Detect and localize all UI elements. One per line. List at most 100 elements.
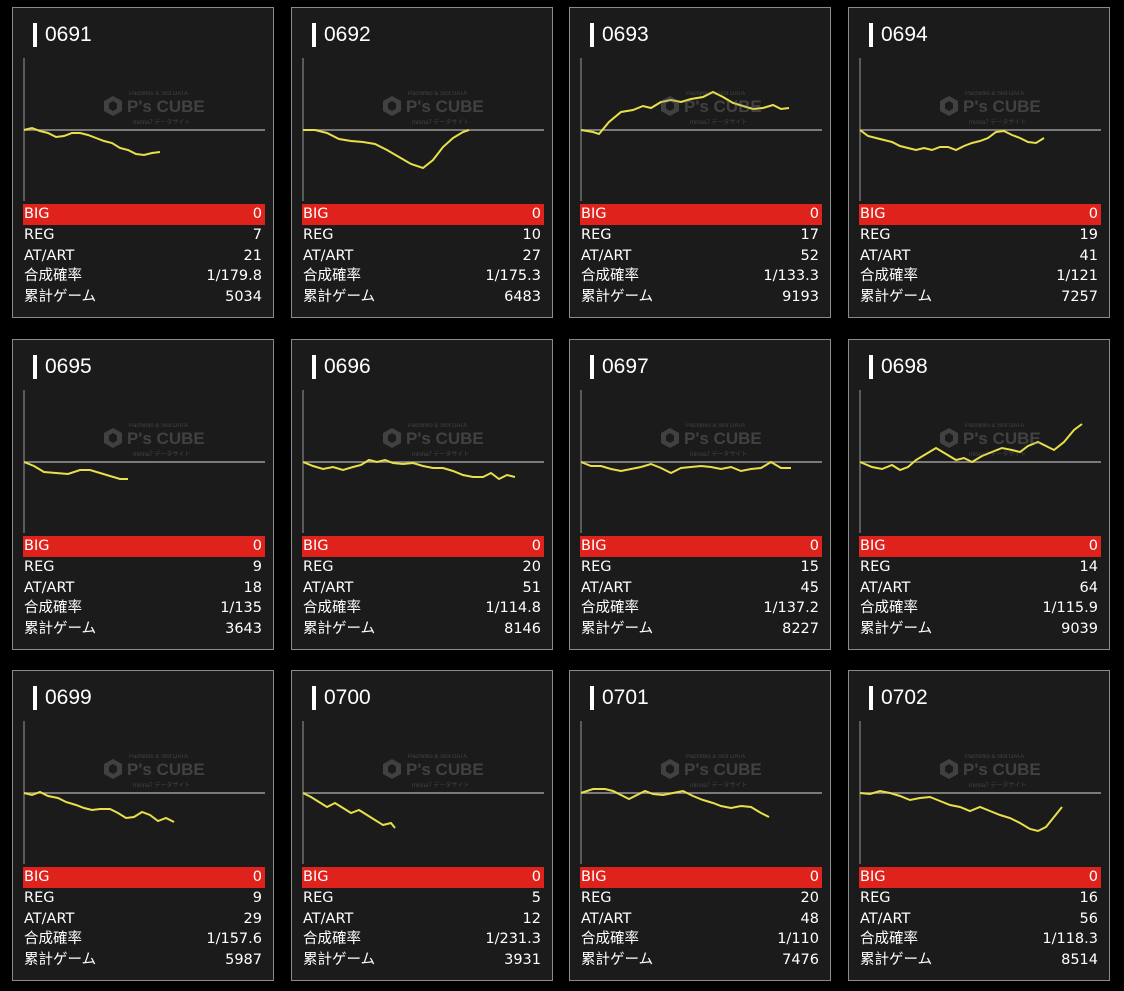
at-label: AT/ART: [303, 910, 354, 927]
games-count: 3643: [225, 621, 262, 638]
rate-value: 1/231.3: [485, 931, 541, 948]
reg-row: REG 9: [23, 888, 265, 909]
cube-logo-icon: [383, 428, 401, 448]
trend-graph: Pachinko & Slot DATA P's CUBE minna7 データ…: [23, 385, 265, 535]
reg-label: REG: [303, 226, 334, 243]
at-label: AT/ART: [24, 247, 75, 264]
machine-card-0702[interactable]: 0702 Pachinko & Slot DATA P's CUBE minna…: [848, 670, 1110, 981]
watermark-top-text: Pachinko & Slot DATA: [408, 754, 468, 760]
watermark-sub-text: minna7 データサイト: [690, 452, 748, 458]
games-row: 累計ゲーム 3931: [302, 950, 544, 971]
stats-table: BIG 0 REG 7 AT/ART 21 合成確率 1/179.8 累計ゲーム…: [23, 204, 265, 308]
reg-row: REG 16: [859, 888, 1101, 909]
machine-card-0694[interactable]: 0694 Pachinko & Slot DATA P's CUBE minna…: [848, 7, 1110, 318]
reg-row: REG 9: [23, 557, 265, 578]
machine-card-0701[interactable]: 0701 Pachinko & Slot DATA P's CUBE minna…: [569, 670, 831, 981]
reg-count: 5: [531, 889, 541, 906]
machine-card-0697[interactable]: 0697 Pachinko & Slot DATA P's CUBE minna…: [569, 339, 831, 650]
rate-row: 合成確率 1/110: [580, 929, 822, 950]
trend-line: [859, 789, 1063, 833]
rate-label: 合成確率: [303, 600, 361, 617]
big-label: BIG: [860, 538, 886, 554]
machine-card-0692[interactable]: 0692 Pachinko & Slot DATA P's CUBE minna…: [291, 7, 553, 318]
at-count: 45: [800, 579, 819, 596]
trend-plot: [580, 58, 822, 201]
big-count: 0: [531, 538, 541, 554]
machine-card-0696[interactable]: 0696 Pachinko & Slot DATA P's CUBE minna…: [291, 339, 553, 650]
machine-card-0693[interactable]: 0693 Pachinko & Slot DATA P's CUBE minna…: [569, 7, 831, 318]
at-label: AT/ART: [581, 910, 632, 927]
title-accent-bar: [590, 686, 594, 710]
machine-card-0700[interactable]: 0700 Pachinko & Slot DATA P's CUBE minna…: [291, 670, 553, 981]
cube-logo-icon: [940, 428, 958, 448]
big-label: BIG: [24, 538, 50, 554]
big-label: BIG: [581, 538, 607, 554]
title-accent-bar: [33, 355, 37, 379]
rate-value: 1/135: [220, 600, 262, 617]
rate-label: 合成確率: [581, 268, 639, 285]
games-row: 累計ゲーム 3643: [23, 619, 265, 640]
trend-line: [302, 458, 516, 481]
title-accent-bar: [590, 23, 594, 47]
games-row: 累計ゲーム 6483: [302, 287, 544, 308]
machine-card-0695[interactable]: 0695 Pachinko & Slot DATA P's CUBE minna…: [12, 339, 274, 650]
watermark-sub-text: minna7 データサイト: [412, 783, 470, 789]
machine-number: 0701: [602, 686, 649, 709]
card-title: 0698: [869, 354, 928, 380]
machine-card-0691[interactable]: 0691 Pachinko & Slot DATA P's CUBE minna…: [12, 7, 274, 318]
trend-plot: [859, 390, 1101, 533]
games-label: 累計ゲーム: [860, 952, 933, 969]
rate-value: 1/157.6: [206, 931, 262, 948]
pscube-watermark: Pachinko & Slot DATA P's CUBE minna7 データ…: [939, 754, 1049, 798]
machine-card-0699[interactable]: 0699 Pachinko & Slot DATA P's CUBE minna…: [12, 670, 274, 981]
trend-plot: [23, 721, 265, 864]
at-count: 48: [800, 910, 819, 927]
watermark-sub-text: minna7 データサイト: [133, 452, 191, 458]
pscube-watermark: Pachinko & Slot DATA P's CUBE minna7 データ…: [660, 754, 770, 798]
rate-value: 1/118.3: [1042, 931, 1098, 948]
title-accent-bar: [312, 23, 316, 47]
rate-row: 合成確率 1/175.3: [302, 266, 544, 287]
big-count: 0: [1088, 206, 1098, 222]
trend-graph: Pachinko & Slot DATA P's CUBE minna7 データ…: [859, 385, 1101, 535]
big-count: 0: [809, 869, 819, 885]
watermark-brand-text: P's CUBE: [127, 97, 205, 116]
pscube-watermark: Pachinko & Slot DATA P's CUBE minna7 データ…: [382, 754, 492, 798]
watermark-sub-text: minna7 データサイト: [133, 783, 191, 789]
trend-graph: Pachinko & Slot DATA P's CUBE minna7 データ…: [23, 716, 265, 866]
games-row: 累計ゲーム 8227: [580, 619, 822, 640]
at-count: 64: [1079, 579, 1098, 596]
card-title: 0700: [312, 685, 371, 711]
at-row: AT/ART 29: [23, 909, 265, 930]
reg-count: 9: [252, 889, 262, 906]
stats-table: BIG 0 REG 9 AT/ART 18 合成確率 1/135 累計ゲーム 3…: [23, 536, 265, 640]
big-count: 0: [1088, 869, 1098, 885]
reg-count: 19: [1079, 226, 1098, 243]
machine-card-0698[interactable]: 0698 Pachinko & Slot DATA P's CUBE minna…: [848, 339, 1110, 650]
cube-logo-icon: [383, 759, 401, 779]
rate-row: 合成確率 1/231.3: [302, 929, 544, 950]
trend-graph: Pachinko & Slot DATA P's CUBE minna7 データ…: [23, 53, 265, 203]
big-row: BIG 0: [302, 536, 544, 557]
watermark-brand-text: P's CUBE: [406, 760, 484, 779]
games-row: 累計ゲーム 5034: [23, 287, 265, 308]
rate-row: 合成確率 1/157.6: [23, 929, 265, 950]
rate-value: 1/110: [777, 931, 819, 948]
at-row: AT/ART 48: [580, 909, 822, 930]
card-title: 0702: [869, 685, 928, 711]
reg-label: REG: [303, 889, 334, 906]
reg-label: REG: [581, 558, 612, 575]
big-row: BIG 0: [23, 204, 265, 225]
card-title: 0695: [33, 354, 92, 380]
reg-row: REG 7: [23, 225, 265, 246]
watermark-brand-text: P's CUBE: [684, 760, 762, 779]
cube-logo-icon: [104, 759, 122, 779]
trend-plot: [302, 390, 544, 533]
watermark-sub-text: minna7 データサイト: [690, 783, 748, 789]
games-count: 7257: [1061, 289, 1098, 306]
rate-row: 合成確率 1/179.8: [23, 266, 265, 287]
stats-table: BIG 0 REG 19 AT/ART 41 合成確率 1/121 累計ゲーム …: [859, 204, 1101, 308]
rate-value: 1/115.9: [1042, 600, 1098, 617]
watermark-top-text: Pachinko & Slot DATA: [129, 423, 189, 429]
